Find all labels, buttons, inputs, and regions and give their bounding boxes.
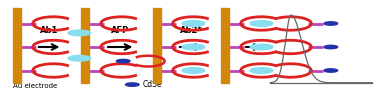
Circle shape [324,45,338,49]
Circle shape [250,68,273,73]
Circle shape [324,69,338,72]
Circle shape [68,30,91,36]
Text: AFP: AFP [111,26,129,35]
Text: Ab1: Ab1 [40,26,58,35]
Circle shape [125,83,139,86]
Bar [153,8,161,83]
Text: Au electrode: Au electrode [13,83,57,89]
Circle shape [250,44,273,50]
Bar [13,8,21,83]
Text: Ab2*: Ab2* [180,26,203,35]
Bar [221,8,229,83]
Circle shape [324,22,338,25]
Circle shape [68,55,91,61]
Circle shape [182,21,205,26]
Circle shape [182,44,205,50]
Circle shape [250,21,273,26]
Circle shape [182,68,205,73]
Circle shape [116,59,130,63]
Bar [81,8,89,83]
Text: CdSe: CdSe [143,80,163,89]
